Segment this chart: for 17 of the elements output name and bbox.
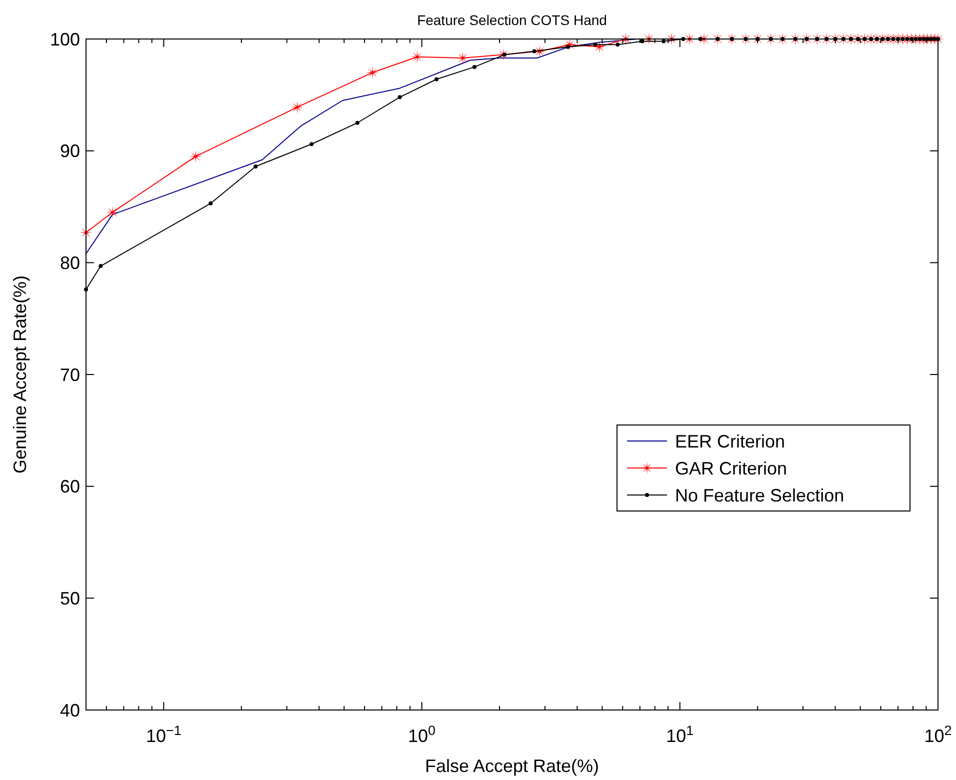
- y-tick-label: 50: [60, 588, 80, 608]
- y-tick-label: 60: [60, 476, 80, 497]
- y-tick-label: 40: [60, 700, 80, 720]
- x-tick-label: 10$^{2}$: [924, 722, 952, 746]
- x-tick-label: 10$^{1}$: [666, 722, 694, 746]
- x-tick-label: 10$^{0}$: [408, 722, 436, 746]
- legend-label: No Feature Selection: [675, 485, 844, 506]
- y-axis-title: Genuine Accept Rate(%): [10, 275, 30, 474]
- y-tick-label: 90: [60, 141, 80, 162]
- chart-title: Feature Selection COTS Hand: [417, 12, 607, 28]
- legend-label: EER Criterion: [675, 431, 786, 452]
- y-tick-label: 80: [60, 252, 80, 273]
- legend-label: GAR Criterion: [675, 458, 788, 478]
- y-tick-label: 100: [50, 29, 80, 50]
- x-axis-title: False Accept Rate(%): [424, 756, 600, 776]
- x-tick-label: 10$^{−1}$: [146, 722, 182, 746]
- y-tick-label: 70: [60, 364, 80, 385]
